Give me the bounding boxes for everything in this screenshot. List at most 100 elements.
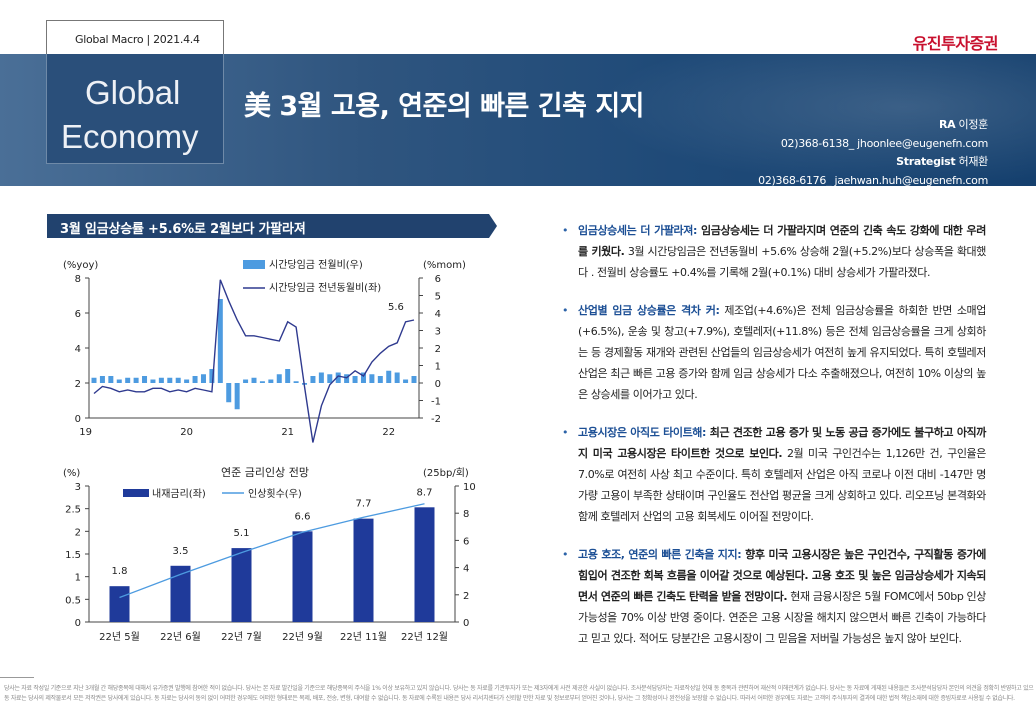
banner-decoration [596, 54, 1036, 186]
chart1-x-tick-label: 20 [180, 427, 193, 438]
chart2-x-tick-label: 22년 6월 [160, 631, 201, 643]
chart1-right-tick-label: 0 [435, 379, 441, 390]
bullet-text: 현재 금융시장은 5월 FOMC에서 50bp 인상 가능성을 70% 이상 반… [578, 590, 986, 645]
bullet-head: 임금상승세는 더 가팔라져: [578, 224, 697, 237]
bullet-text: 2월 미국 구인건수는 1,126만 건, 구인율은 7.0%로 여전히 사상 … [578, 447, 986, 523]
commentary: • 임금상승세는 더 가팔라져: 임금상승세는 더 가팔라지며 연준의 긴축 속… [562, 220, 986, 666]
bullet-dot: • [562, 426, 569, 439]
chart2-x-tick-label: 22년 7월 [221, 631, 262, 643]
chart2-left-tick-label: 3 [75, 482, 81, 493]
section-heading: 3월 임금상승률 +5.6%로 2월보다 가팔라져 [47, 214, 497, 238]
chart2-right-tick-label: 0 [463, 618, 469, 629]
chart2-bar-label: 3.5 [173, 546, 189, 557]
report-date-label: Global Macro | 2021.4.4 [46, 20, 224, 54]
chart2-right-tick-label: 2 [463, 591, 469, 602]
chart2-right-tick-label: 6 [463, 536, 469, 547]
chart2-left-tick-label: 1.5 [65, 550, 81, 561]
chart2-rate-bar [292, 531, 313, 622]
chart2-rate-bar [353, 518, 374, 622]
chart1-mom-bar [125, 377, 131, 383]
disclaimer: 당사는 자료 작성일 기준으로 지난 3개월 간 해당종목에 대해서 유가증권 … [4, 684, 1034, 704]
chart2-right-unit: (25bp/회) [423, 467, 469, 479]
chart1-mom-bar [352, 376, 358, 383]
chart1-right-tick-label: 3 [435, 327, 441, 338]
chart2-left-unit: (%) [63, 468, 80, 479]
chart1-x-tick-label: 21 [281, 427, 294, 438]
series-title-line2: Economy [61, 118, 199, 155]
chart2-left-tick-label: 2.5 [65, 505, 81, 516]
chart1-yoy-line [93, 279, 415, 443]
bullet-dot: • [562, 304, 569, 317]
bullet-tight-labor: • 고용시장은 아직도 타이트해: 최근 견조한 고용 증가 및 노동 공급 증… [562, 422, 986, 527]
ra-role: RA [938, 118, 956, 131]
bullet-text: 3월 시간당임금은 전년동월비 +5.6% 상승해 2월(+5.2%)보다 상승… [578, 245, 986, 279]
chart1-mom-bar [335, 372, 341, 383]
chart2-bar-label: 1.8 [112, 566, 128, 577]
chart1-mom-bar [234, 383, 240, 410]
ra-name: 이정훈 [958, 118, 989, 131]
bullet-bold: 향후 미국 고용시장은 높은 구인건수, 구직활동 증가에 힘입어 견조한 회복… [578, 548, 987, 603]
chart2-rate-bar [170, 565, 191, 622]
chart2-x-tick-label: 22년 12월 [401, 631, 448, 643]
chart1-left-tick-label: 0 [75, 414, 81, 425]
bullet-industry-gap: • 산업별 임금 상승률은 격차 커: 제조업(+4.6%)은 전체 임금상승률… [562, 300, 986, 405]
chart1-right-tick-label: 2 [435, 344, 441, 355]
chart1-mom-bar [91, 377, 97, 383]
chart1-mom-bar [276, 374, 282, 383]
chart2-right-tick-label: 8 [463, 509, 469, 520]
chart2-right-tick-label: 10 [463, 482, 476, 493]
chart2-legend-bar-swatch [123, 489, 149, 497]
chart1-left-tick-label: 6 [75, 309, 81, 320]
chart1-mom-bar [394, 372, 400, 383]
chart2-x-tick-label: 22년 9월 [282, 631, 323, 643]
chart1-mom-bar [403, 379, 409, 383]
chart1-right-tick-label: -2 [431, 414, 441, 425]
series-title-line1: Global [85, 74, 181, 111]
chart2-bar-label: 7.7 [356, 499, 372, 510]
ra-contact: 02)368-6138_ jhoonlee@eugenefn.com [780, 136, 988, 150]
bullet-head: 고용시장은 아직도 타이트해: [578, 426, 707, 439]
chart2-left-tick-label: 2 [75, 527, 81, 538]
chart2-rate-bar [231, 548, 252, 622]
chart2-bar-label: 5.1 [234, 528, 250, 539]
footer-divider [0, 677, 34, 678]
bullet-head: 산업별 임금 상승률은 격차 커: [578, 304, 720, 317]
chart1-mom-bar [108, 376, 114, 383]
report-title: 美 3월 고용, 연준의 빠른 긴축 지지 [244, 91, 645, 122]
chart1-mom-bar [360, 372, 366, 383]
strategist-contact: 02)368-6176_ jaehwan.huh@eugenefn.com [758, 173, 988, 187]
chart2-left-tick-label: 0 [75, 618, 81, 629]
chart2-x-tick-label: 22년 5월 [99, 631, 140, 643]
disclaimer-line1: 당사는 자료 작성일 기준으로 지난 3개월 간 해당종목에 대해서 유가증권 … [4, 685, 1034, 692]
chart1-annotation: 5.6 [388, 302, 404, 313]
chart1-mom-bar [217, 299, 223, 383]
chart1-left-tick-label: 2 [75, 379, 81, 390]
chart1-left-tick-label: 4 [75, 344, 81, 355]
chart1-mom-bar [386, 370, 392, 383]
header-banner: Global Economy 美 3월 고용, 연준의 빠른 긴축 지지 RA … [0, 54, 1036, 186]
top-bar: Global Macro | 2021.4.4 유진투자증권 [0, 0, 1036, 54]
chart1-mom-bar [310, 376, 316, 383]
chart1-mom-bar [327, 374, 333, 383]
chart1-mom-bar [285, 369, 291, 383]
chart1-mom-bar [259, 381, 265, 383]
rate-hike-outlook-chart: (%) 연준 금리인상 전망 (25bp/회) 내재금리(좌) 인상횟수(우) … [63, 466, 476, 643]
chart1-mom-bar [243, 379, 249, 383]
chart1-right-tick-label: 1 [435, 362, 441, 373]
bullet-dot: • [562, 548, 569, 561]
bullet-bold: 최근 견조한 고용 증가 및 노동 공급 증가에도 불구하고 아직까지 미국 고… [578, 426, 986, 460]
author-block: RA 이정훈 02)368-6138_ jhoonlee@eugenefn.co… [758, 116, 988, 186]
chart1-mom-bar [158, 377, 164, 383]
strategist-role: Strategist [896, 155, 956, 168]
chart1-mom-bar [226, 383, 232, 403]
chart1-mom-bar [369, 374, 375, 383]
chart1-mom-bar [293, 381, 299, 383]
disclaimer-line2: 동 자료는 당사의 제작물로서 모든 저작권은 당사에게 있습니다. 동 자료는… [4, 695, 1015, 702]
chart1-mom-bar [175, 377, 181, 383]
chart1-x-tick-label: 22 [382, 427, 395, 438]
chart1-mom-bar [200, 374, 206, 383]
chart1-mom-bar [251, 377, 257, 383]
chart1-mom-bar [133, 377, 139, 383]
strategist-name: 허재환 [958, 155, 989, 168]
chart1-left-unit: (%yoy) [63, 260, 98, 271]
